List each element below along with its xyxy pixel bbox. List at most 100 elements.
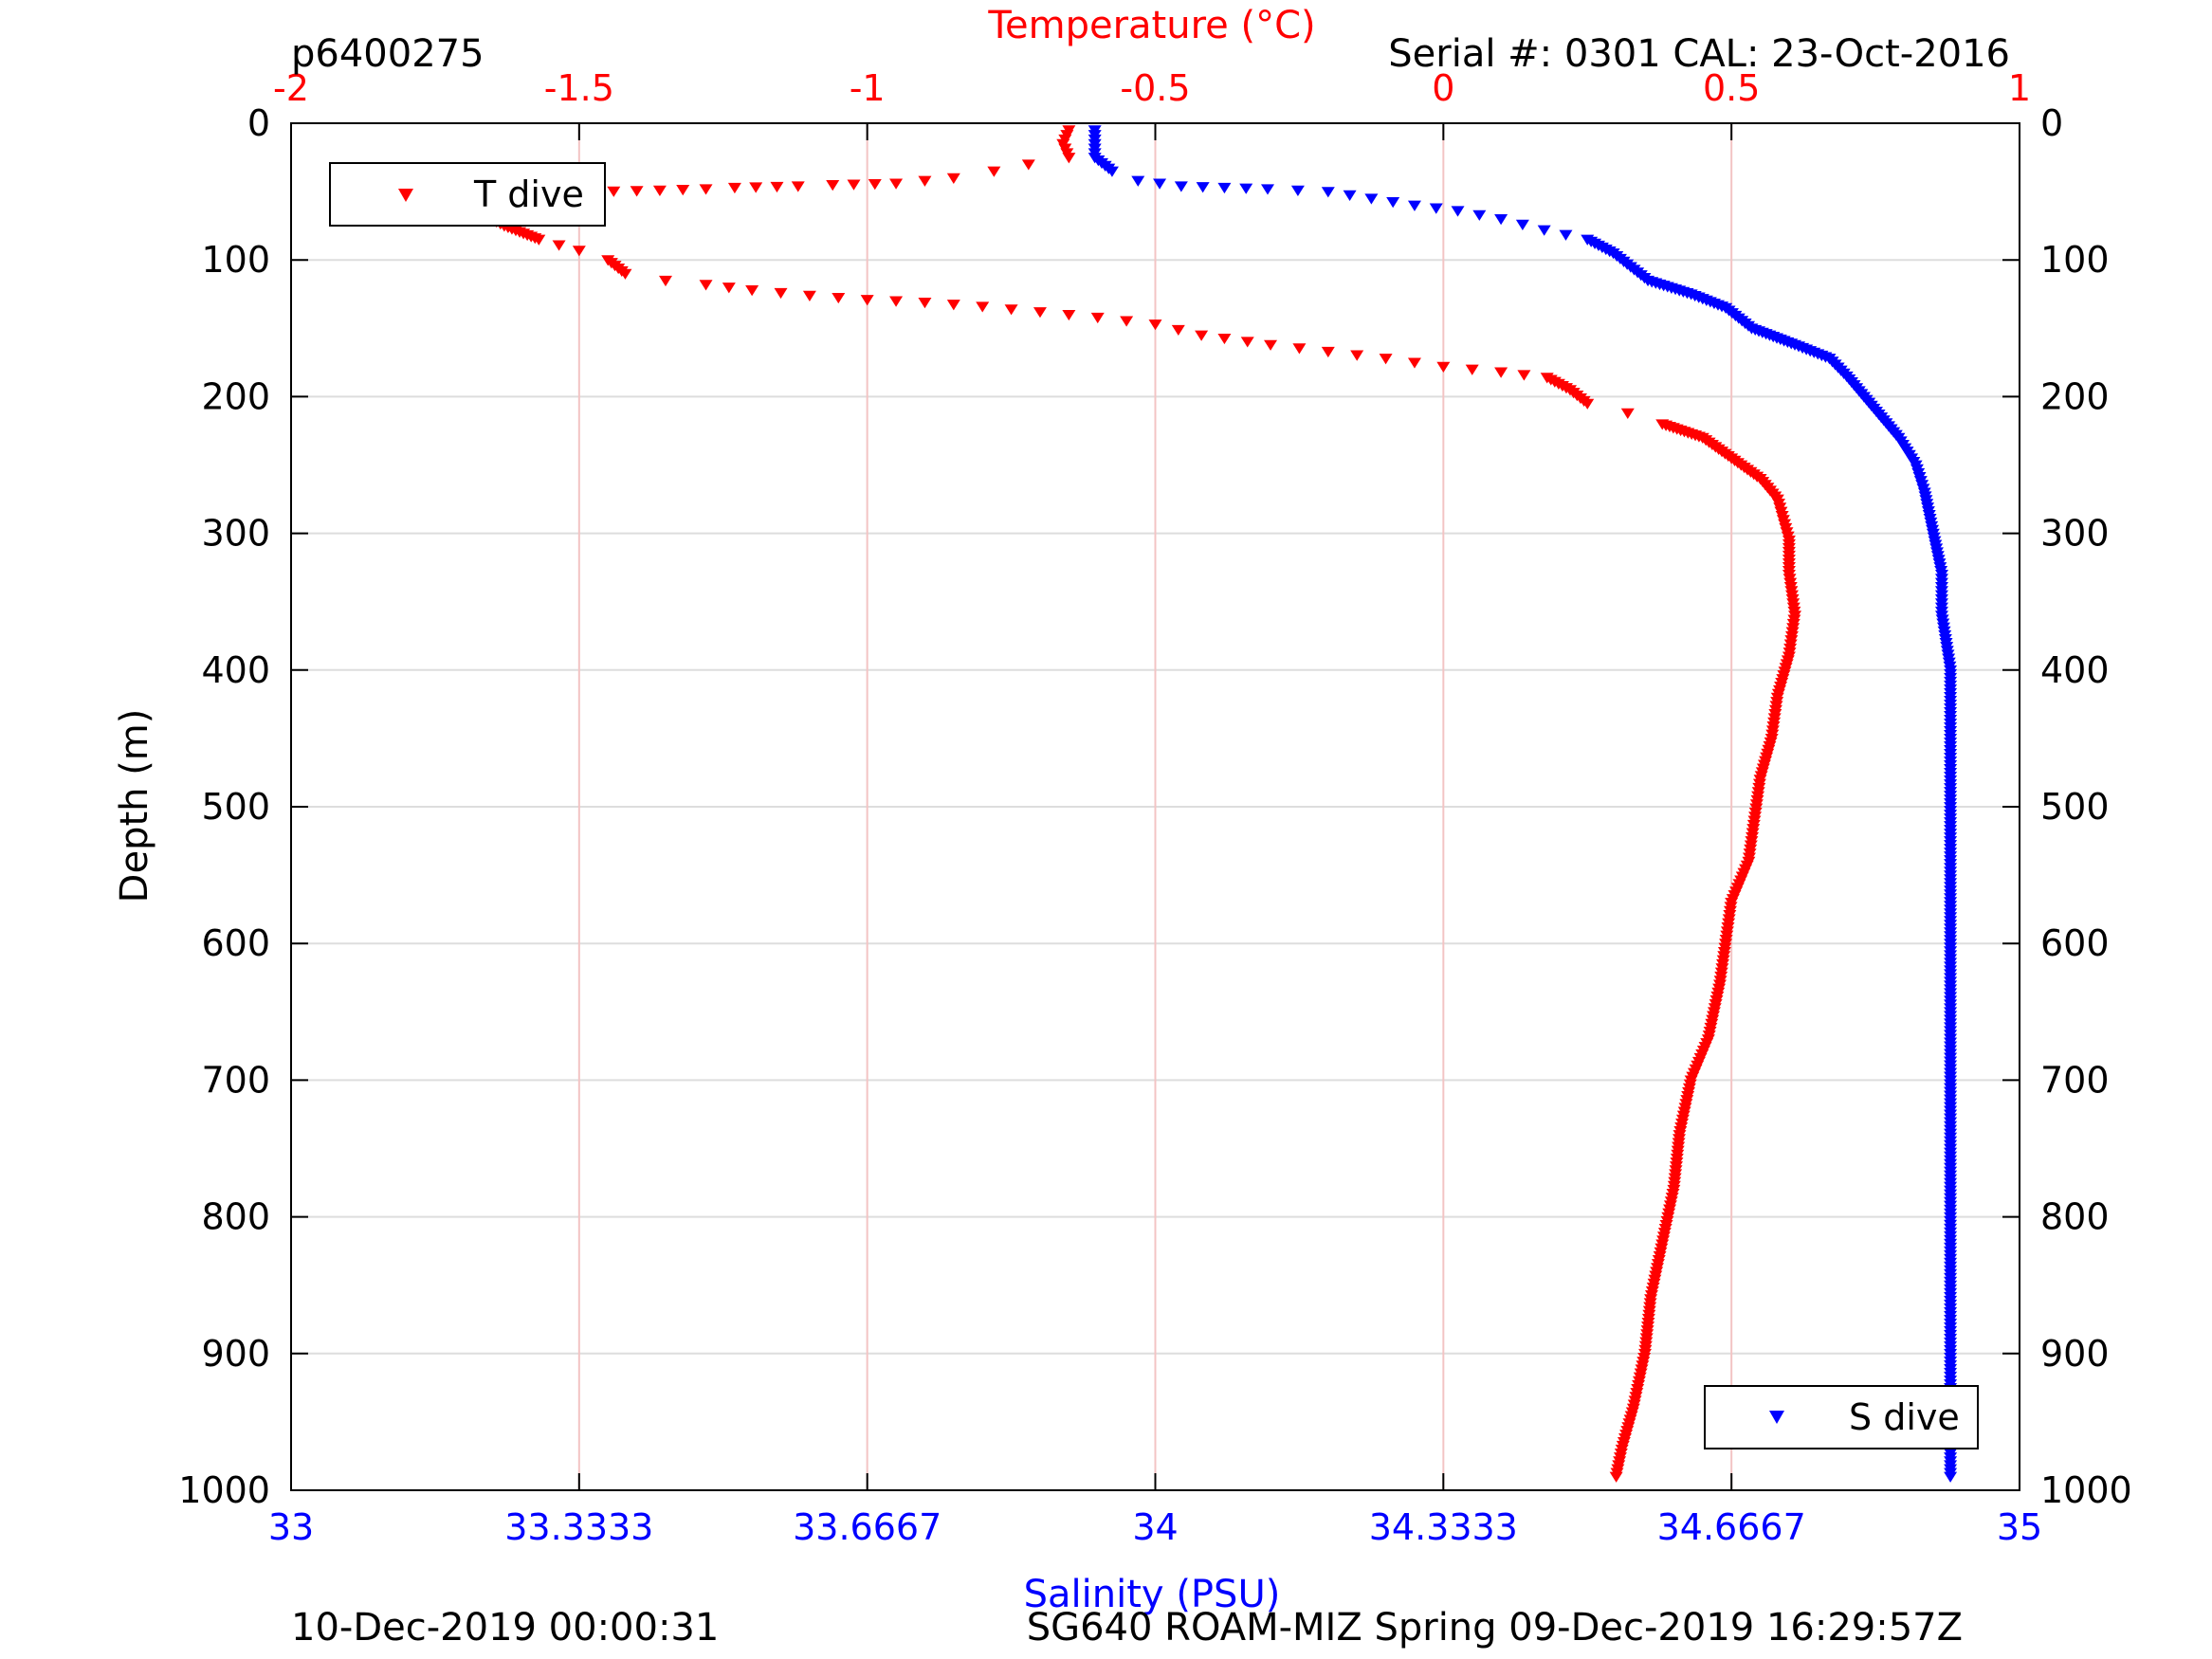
depth-tick-label-right: 900 <box>2040 1333 2110 1375</box>
depth-tick-label-left: 1000 <box>178 1469 270 1511</box>
temperature-point <box>802 290 816 301</box>
legend-salinity-box <box>1704 1385 1979 1449</box>
temperature-point <box>532 234 546 246</box>
temperature-point <box>630 186 644 197</box>
salinity-point <box>1537 225 1551 236</box>
salinity-point <box>1239 183 1253 194</box>
serial-cal-text: Serial #: 0301 CAL: 23-Oct-2016 <box>1388 32 2010 76</box>
temperature-point <box>1494 367 1508 378</box>
depth-tick-label-left: 100 <box>201 239 270 281</box>
temperature-tick-label: -0.5 <box>1120 67 1190 109</box>
depth-tick-label-right: 200 <box>2040 375 2110 417</box>
salinity-point <box>1429 203 1443 214</box>
axis-ticks: 0 0 100 100 200 200 300 300 400 400 500 500 600 600 70… <box>178 67 2131 1548</box>
temperature-point <box>1120 316 1134 327</box>
salinity-tick-label: 33.6667 <box>793 1506 941 1548</box>
temperature-tick-label: 0.5 <box>1703 67 1760 109</box>
salinity-axis-label: Salinity (PSU) <box>1024 1573 1281 1616</box>
depth-tick-label-left: 700 <box>201 1059 270 1101</box>
salinity-tick-label: 33 <box>268 1506 314 1548</box>
salinity-point <box>1364 193 1379 205</box>
temperature-point <box>1004 304 1018 316</box>
temperature-point <box>1062 153 1076 164</box>
temperature-point <box>918 298 932 309</box>
salinity-point <box>1153 178 1167 190</box>
temperature-point <box>1581 398 1595 410</box>
data-points <box>474 125 1958 1483</box>
temperature-point <box>676 185 690 196</box>
temperature-point <box>1292 343 1307 355</box>
temperature-point <box>572 246 586 257</box>
depth-tick-label-left: 900 <box>201 1333 270 1375</box>
depth-tick-label-left: 300 <box>201 513 270 555</box>
temperature-point <box>1021 159 1035 171</box>
temperature-point <box>727 182 741 194</box>
temperature-point <box>552 240 566 251</box>
salinity-tick-label: 34.6667 <box>1657 1506 1806 1548</box>
salinity-point <box>1290 185 1305 196</box>
depth-tick-label-left: 500 <box>201 786 270 828</box>
temperature-point <box>618 268 632 280</box>
temperature-point <box>826 179 840 191</box>
temperature-point <box>987 166 1001 177</box>
temperature-point <box>860 295 874 306</box>
salinity-point <box>1174 181 1188 192</box>
legend-salinity: S dive <box>1704 1385 1979 1449</box>
depth-tick-label-left: 400 <box>201 649 270 691</box>
legend-salinity-marker <box>1769 1411 1784 1424</box>
salinity-point <box>1343 190 1357 202</box>
depth-tick-label-right: 300 <box>2040 513 2110 555</box>
legend-temperature-label: T dive <box>473 173 584 215</box>
temperature-axis-label: Temperature (°C) <box>987 4 1315 47</box>
temperature-point <box>1321 346 1335 358</box>
temperature-point <box>652 185 667 196</box>
temperature-point <box>1379 354 1393 365</box>
depth-tick-label-left: 200 <box>201 375 270 417</box>
legend-temperature: T dive <box>329 162 606 227</box>
temperature-point <box>699 280 713 291</box>
temperature-point <box>1436 361 1451 373</box>
temperature-point <box>1465 364 1479 375</box>
temperature-series <box>474 125 1802 1483</box>
depth-tick-label-right: 1000 <box>2040 1469 2132 1511</box>
temperature-tick-label: -1.5 <box>544 67 614 109</box>
temperature-point <box>1350 350 1364 361</box>
salinity-point <box>1105 166 1119 177</box>
salinity-point <box>1131 175 1145 187</box>
temperature-point <box>868 179 882 191</box>
temperature-point <box>946 300 960 311</box>
temperature-point <box>1148 319 1162 331</box>
temperature-point <box>1264 339 1278 351</box>
salinity-point <box>1451 206 1465 217</box>
depth-tick-label-right: 700 <box>2040 1059 2110 1101</box>
depth-tick-label-right: 600 <box>2040 922 2110 964</box>
footer-mission: SG640 ROAM-MIZ Spring 09-Dec-2019 16:29:… <box>1027 1606 1963 1650</box>
temperature-point <box>1033 307 1047 319</box>
temperature-point <box>1240 337 1254 348</box>
salinity-point <box>1196 182 1210 193</box>
temperature-point <box>889 296 904 307</box>
temperature-point <box>1062 309 1076 321</box>
temperature-point <box>1620 408 1635 420</box>
temperature-point <box>607 186 621 197</box>
temperature-point <box>847 179 861 191</box>
temperature-point <box>1195 330 1209 341</box>
temperature-point <box>1609 1471 1623 1483</box>
temperature-tick-label: 1 <box>2008 67 2031 109</box>
salinity-point <box>1944 1471 1958 1483</box>
salinity-point <box>1559 229 1573 241</box>
temperature-point <box>658 275 672 287</box>
temperature-point <box>1090 312 1105 324</box>
temperature-point <box>791 181 805 192</box>
temperature-point <box>699 184 713 195</box>
temperature-point <box>745 285 759 297</box>
temperature-point <box>946 173 960 184</box>
depth-tick-label-right: 100 <box>2040 239 2110 281</box>
salinity-tick-label: 34.3333 <box>1369 1506 1518 1548</box>
temperature-point <box>749 182 763 193</box>
salinity-point <box>1494 214 1508 226</box>
depth-tick-label-left: 0 <box>247 102 270 144</box>
salinity-point <box>1321 187 1335 198</box>
legend-temperature-marker <box>398 189 413 202</box>
